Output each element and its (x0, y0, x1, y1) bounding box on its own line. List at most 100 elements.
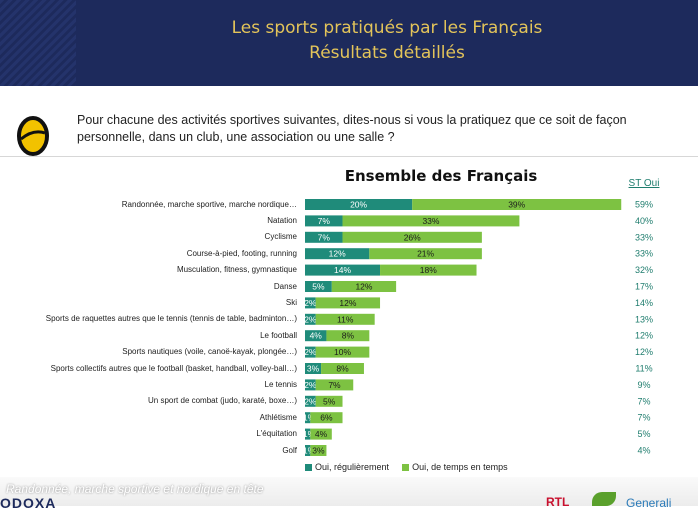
bar-regular (305, 281, 332, 292)
category-label: Athlétisme (259, 412, 297, 422)
category-label: Randonnée, marche sportive, marche nordi… (121, 199, 297, 209)
legend-swatch-sometimes (402, 464, 410, 472)
bar-value-label: 26% (404, 232, 421, 242)
bar-value-label: 11% (337, 314, 354, 324)
bar-value-label: 5% (312, 282, 325, 292)
legend-label-regular: Oui, régulièrement (315, 462, 390, 472)
bar-value-label: 8% (336, 364, 349, 374)
bar-regular (305, 346, 316, 358)
st-oui-value: 11% (635, 364, 652, 374)
footer-bar (0, 477, 698, 506)
category-label: Cyclisme (264, 232, 297, 242)
bar-regular (305, 363, 322, 374)
bar-value-label: 2% (304, 298, 317, 308)
bar-regular (305, 264, 381, 276)
bar-value-label: 2% (304, 396, 317, 406)
footer-caption: Randonnée, marche sportive et nordique e… (6, 482, 264, 496)
bar-value-label: 3% (312, 446, 325, 456)
st-oui-value: 12% (635, 331, 653, 341)
st-oui-value: 59% (635, 200, 653, 210)
bar-value-label: 3% (307, 364, 320, 374)
category-label: Ski (285, 297, 297, 307)
bar-regular (305, 379, 316, 391)
bar-value-label: 33% (422, 216, 439, 226)
bar-value-label: 2% (304, 380, 317, 390)
bar-value-label: 7% (318, 216, 331, 226)
bar-sometimes (315, 313, 375, 325)
category-label: Sports collectifs autres que le football… (50, 363, 297, 373)
bar-regular (305, 313, 316, 325)
bar-value-label: 12% (355, 282, 372, 292)
page-subtitle: Résultats détaillés (309, 43, 465, 63)
legend-swatch-regular (305, 464, 312, 472)
bar-value-label: 14% (334, 265, 351, 275)
category-label: Course-à-pied, footing, running (186, 248, 297, 258)
bar-sometimes (321, 363, 364, 374)
legend-label-sometimes: Oui, de temps en temps (412, 462, 508, 472)
bar-sometimes (342, 215, 520, 227)
chart-title: Ensemble des Français (344, 167, 538, 185)
bars-area: 20% 39% 59%7% 33% 40%7% 26% 33%12% 21% 33%14% 18%… (303, 199, 653, 456)
bar-regular (305, 428, 311, 440)
bar-sometimes (315, 297, 381, 309)
bar-value-label: 5% (323, 396, 336, 406)
category-label: Sports nautiques (voile, canoë-kayak, pl… (122, 347, 297, 357)
bar-regular (305, 248, 370, 260)
bar-regular (305, 199, 413, 210)
partner-logo-generali: Generali (626, 496, 672, 510)
bar-value-label: 10% (334, 347, 351, 357)
category-label: Un sport de combat (judo, karaté, boxe…) (148, 396, 297, 406)
bar-value-label: 4% (310, 331, 323, 341)
bar-sometimes (342, 231, 482, 243)
bar-regular (305, 395, 316, 407)
bar-regular (305, 445, 311, 456)
st-oui-value: 4% (637, 446, 650, 456)
st-oui-header: ST Oui (628, 178, 660, 189)
bar-value-label: 1% (303, 429, 316, 439)
partner-leaf-icon (592, 492, 616, 506)
st-oui-value: 13% (635, 314, 653, 324)
bar-value-label: 7% (318, 232, 331, 242)
bar-sometimes (310, 412, 343, 424)
st-oui-value: 7% (637, 396, 650, 406)
st-oui-value: 32% (635, 265, 653, 275)
bar-sometimes (315, 395, 343, 407)
bar-regular (305, 330, 327, 342)
stacked-bar-chart: Randonnée, marche sportive, marche nordi… (0, 190, 698, 460)
bar-value-label: 1% (303, 413, 316, 423)
bar-sometimes (331, 281, 397, 292)
bar-value-label: 18% (420, 265, 437, 275)
bar-regular (305, 231, 343, 243)
footer-brand: ODOXA (0, 495, 57, 511)
category-label: Natation (267, 215, 297, 225)
bar-sometimes (380, 264, 477, 276)
category-label: Le tennis (264, 379, 297, 389)
bar-value-label: 7% (328, 380, 341, 390)
bar-regular (305, 215, 343, 227)
category-label: Danse (273, 281, 297, 291)
chart-legend: Oui, régulièrement Oui, de temps en temp… (305, 462, 508, 472)
category-label: Musculation, fitness, gymnastique (176, 265, 297, 275)
header-banner: Les sports pratiqués par les Français Ré… (0, 0, 698, 86)
bar-regular (305, 412, 311, 424)
bar-value-label: 12% (329, 249, 346, 259)
st-oui-value: 9% (637, 380, 650, 390)
bar-sometimes (315, 379, 354, 391)
category-labels: Randonnée, marche sportive, marche nordi… (0, 190, 297, 460)
st-oui-value: 33% (635, 232, 653, 242)
bar-sometimes (412, 199, 622, 210)
survey-question: Pour chacune des activités sportives sui… (77, 113, 627, 144)
category-label: Sports de raquettes autres que le tennis… (45, 314, 297, 324)
st-oui-value: 17% (635, 282, 653, 292)
st-oui-value: 14% (635, 298, 653, 308)
st-oui-value: 7% (637, 413, 650, 423)
odoxa-logo-icon (17, 116, 49, 156)
bar-value-label: 12% (339, 298, 356, 308)
bar-value-label: 2% (304, 314, 317, 324)
st-oui-value: 40% (635, 216, 653, 226)
divider (0, 156, 698, 157)
bar-value-label: 2% (304, 347, 317, 357)
bar-sometimes (315, 346, 370, 358)
category-label: Le football (260, 330, 297, 340)
bar-value-label: 39% (508, 200, 525, 210)
